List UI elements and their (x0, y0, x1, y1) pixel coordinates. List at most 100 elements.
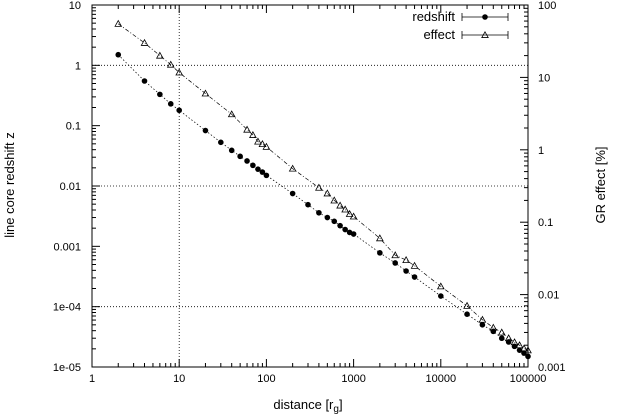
point-redshift (342, 226, 348, 233)
x-tick-label: 100 (257, 373, 275, 385)
point-redshift (479, 322, 486, 328)
point-redshift (244, 158, 250, 164)
y-tick-label: 1e-05 (53, 362, 81, 374)
y2-tick-label: 0.01 (538, 290, 559, 302)
point-redshift (167, 101, 174, 107)
point-effect (504, 334, 513, 342)
point-redshift (228, 147, 235, 154)
point-redshift (438, 293, 444, 299)
point-effect (155, 51, 164, 59)
point-redshift (392, 260, 399, 266)
point-redshift (263, 172, 270, 179)
y-axis-label: line core redshift z (2, 132, 17, 238)
y2-tick-label: 1 (538, 145, 544, 157)
y2-tick-label: 10 (538, 72, 550, 84)
point-effect (166, 60, 175, 68)
point-redshift (464, 311, 470, 318)
point-effect (436, 282, 445, 290)
data-series (114, 19, 532, 360)
legend-marker-effect (481, 30, 489, 38)
x-tick-label: 10000 (426, 373, 457, 385)
y-tick-label: 1e-04 (53, 302, 81, 314)
series-redshift (115, 51, 531, 360)
point-effect (349, 212, 358, 220)
point-redshift (516, 347, 523, 353)
point-redshift (255, 166, 261, 172)
point-effect (345, 209, 354, 217)
x-tick-label: 1000 (341, 373, 365, 385)
legend-marker-redshift (482, 14, 488, 20)
point-effect (201, 89, 210, 97)
point-redshift (505, 339, 512, 345)
legend-label-effect: effect (423, 27, 455, 42)
point-effect (520, 344, 528, 352)
point-effect (114, 19, 123, 27)
point-effect (227, 110, 236, 118)
point-effect (463, 301, 471, 309)
y-tick-label: 1 (75, 60, 81, 72)
point-redshift (176, 107, 182, 114)
point-effect (391, 251, 400, 259)
point-redshift (305, 201, 311, 208)
y2-tick-label: 0.1 (538, 217, 553, 229)
point-redshift (377, 250, 383, 256)
point-effect (410, 261, 419, 269)
point-effect (489, 323, 498, 331)
point-redshift (331, 218, 338, 225)
legend: redshift effect (412, 9, 509, 42)
point-redshift (237, 153, 243, 160)
point-effect (140, 38, 149, 46)
y2-tick-label: 100 (538, 0, 556, 12)
point-effect (515, 341, 524, 349)
point-redshift (337, 222, 343, 229)
axis-ticks: 1 10 100 1000 10000 100000 10 1 0.1 0.01 0.001 1e-0… (53, 0, 566, 385)
point-effect (341, 205, 350, 213)
point-redshift (490, 328, 497, 335)
series-effect (114, 19, 532, 354)
point-effect (258, 140, 267, 148)
point-effect (323, 189, 332, 197)
point-effect (249, 130, 257, 138)
point-redshift (259, 169, 266, 175)
point-effect (243, 125, 251, 133)
point-effect (510, 338, 519, 346)
point-redshift (289, 190, 296, 197)
point-redshift (498, 335, 505, 342)
point-redshift (202, 127, 209, 134)
point-redshift (115, 51, 122, 58)
point-redshift (411, 274, 418, 280)
y-tick-label: 10 (69, 0, 81, 12)
point-effect (262, 142, 271, 150)
series-line-effect (117, 23, 529, 351)
point-effect (175, 68, 184, 76)
y-tick-label: 0.1 (66, 121, 81, 133)
point-redshift (350, 231, 357, 237)
point-effect (375, 234, 384, 242)
legend-label-redshift: redshift (412, 9, 455, 24)
point-effect (497, 328, 506, 336)
point-effect (478, 315, 487, 323)
point-redshift (324, 214, 331, 221)
x-tick-label: 100000 (510, 373, 547, 385)
point-redshift (403, 268, 409, 274)
point-redshift (218, 139, 224, 146)
point-effect (336, 201, 344, 209)
x-axis-label: distance [rg] (273, 397, 342, 415)
series-line-redshift (117, 54, 529, 357)
point-effect (288, 164, 297, 172)
point-redshift (141, 78, 148, 84)
y2-tick-label: 0.001 (538, 362, 566, 374)
point-effect (402, 256, 410, 264)
point-effect (315, 183, 323, 191)
point-redshift (157, 91, 163, 98)
point-effect (330, 196, 339, 204)
plot-frame (91, 4, 529, 368)
x-tick-label: 10 (173, 373, 185, 385)
x-tick-label: 1 (89, 373, 95, 385)
point-effect (254, 137, 262, 145)
point-redshift (250, 162, 256, 169)
y-tick-label: 0.001 (53, 241, 81, 253)
grid-lines (92, 5, 528, 367)
y2-axis-label: GR effect [%] (593, 146, 608, 223)
